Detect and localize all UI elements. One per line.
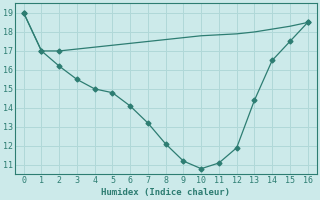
X-axis label: Humidex (Indice chaleur): Humidex (Indice chaleur) <box>101 188 230 197</box>
